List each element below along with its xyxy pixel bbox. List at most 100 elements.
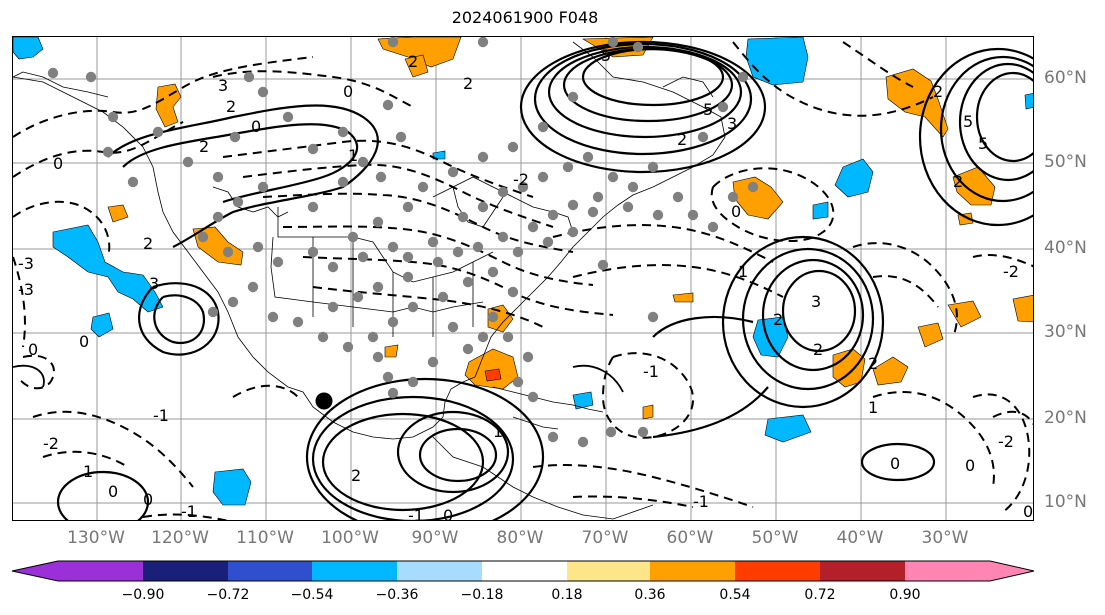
observation-dot bbox=[527, 221, 539, 233]
observation-dot bbox=[447, 321, 459, 333]
observation-dot bbox=[342, 341, 354, 353]
observation-dot bbox=[522, 351, 534, 363]
observation-dot bbox=[387, 37, 399, 48]
observation-dot bbox=[727, 191, 739, 203]
observation-dot bbox=[477, 151, 489, 163]
observation-dot bbox=[327, 301, 339, 313]
observation-dot bbox=[382, 99, 394, 111]
colorbar-segment bbox=[735, 561, 820, 581]
observation-dot bbox=[632, 41, 644, 53]
negative-anomaly-patch bbox=[13, 37, 44, 60]
colorbar-segment bbox=[397, 561, 482, 581]
lat-label: 10°N bbox=[1044, 492, 1087, 512]
observation-dot bbox=[375, 171, 387, 183]
observation-dot bbox=[427, 236, 439, 248]
observation-dot bbox=[292, 316, 304, 328]
storm-marker bbox=[315, 392, 333, 410]
contour-label: 3 bbox=[811, 292, 821, 311]
observation-dot bbox=[597, 259, 609, 271]
contour-label: 0 bbox=[965, 456, 975, 475]
observation-dot bbox=[182, 156, 194, 168]
negative-anomaly-patch bbox=[745, 37, 809, 86]
observation-dot bbox=[607, 171, 619, 183]
observation-dot bbox=[272, 256, 284, 268]
negative-anomaly-patch bbox=[572, 391, 594, 410]
colorbar-segments bbox=[11, 560, 1035, 582]
positive-anomaly-patch bbox=[885, 68, 949, 138]
contour-label: 0 bbox=[731, 202, 741, 221]
observation-dot bbox=[417, 181, 429, 193]
observation-dot bbox=[747, 181, 759, 193]
observation-dot bbox=[447, 166, 459, 178]
observation-dot bbox=[452, 246, 464, 258]
contour-label: -2 bbox=[513, 170, 529, 189]
observation-dot bbox=[537, 121, 549, 133]
positive-anomaly-patch bbox=[1012, 295, 1033, 323]
zero-contours bbox=[13, 364, 624, 393]
observation-dot bbox=[647, 161, 659, 173]
observation-dot bbox=[47, 67, 59, 79]
contour-label: 2 bbox=[463, 74, 473, 93]
contour-label: 2 bbox=[351, 466, 361, 485]
observation-dot bbox=[382, 371, 394, 383]
observation-dot bbox=[497, 231, 509, 243]
observation-dot bbox=[372, 281, 384, 293]
contour-label: -1 bbox=[693, 492, 709, 511]
contour-label: 5 bbox=[963, 112, 973, 131]
contour-label: 5 bbox=[601, 46, 611, 65]
contour-label: 2 bbox=[933, 82, 943, 101]
negative-anomaly-patch bbox=[764, 414, 812, 443]
observation-dot bbox=[252, 241, 264, 253]
colorbar-segment bbox=[482, 561, 567, 581]
contour-label: 0 bbox=[890, 454, 900, 473]
observation-dot bbox=[607, 37, 619, 48]
observation-dot bbox=[697, 131, 709, 143]
colorbar-segment bbox=[820, 561, 905, 581]
observation-dot bbox=[212, 211, 224, 223]
colorbar-tick-label: −0.36 bbox=[375, 587, 419, 603]
contour-label: 3 bbox=[727, 114, 737, 133]
contour-label: -1 bbox=[181, 502, 197, 521]
map-canvas: 3 2 0 2 0 1 0 2 3 0 -3 -3 0 -1 -2 1 0 0 … bbox=[13, 37, 1033, 521]
contour-label: -3 bbox=[18, 280, 34, 299]
observation-dot bbox=[462, 343, 474, 355]
observation-dot bbox=[402, 201, 414, 213]
lat-label: 40°N bbox=[1044, 238, 1087, 258]
observation-dot bbox=[547, 431, 559, 443]
colorbar-outline bbox=[11, 560, 1035, 582]
contour-label: 0 bbox=[53, 154, 63, 173]
observation-dot bbox=[672, 191, 684, 203]
lon-label: 90°W bbox=[411, 528, 459, 548]
observation-dot bbox=[512, 376, 524, 388]
observation-dot bbox=[567, 91, 579, 103]
observation-dot bbox=[437, 291, 449, 303]
observation-dot bbox=[317, 331, 329, 343]
observation-dot bbox=[227, 296, 239, 308]
lon-label: 30°W bbox=[921, 528, 969, 548]
contour-label: 0 bbox=[143, 490, 153, 509]
colorbar-extend-high bbox=[905, 561, 1034, 581]
observation-dot bbox=[592, 191, 604, 203]
map-title: 2024061900 F048 bbox=[451, 8, 599, 27]
observation-dot bbox=[687, 209, 699, 221]
contour-label: 5 bbox=[703, 100, 713, 119]
observation-dot bbox=[407, 301, 419, 313]
positive-anomaly-patch bbox=[384, 344, 399, 358]
contour-label: 2 bbox=[408, 52, 418, 71]
positive-anomaly-patch bbox=[107, 204, 129, 223]
observation-dot bbox=[372, 351, 384, 363]
observation-dot bbox=[407, 376, 419, 388]
contour-label: -3 bbox=[18, 254, 34, 273]
positive-anomaly-patch bbox=[404, 54, 429, 78]
observation-dot bbox=[527, 391, 539, 403]
contour-label: -1 bbox=[408, 506, 424, 521]
observation-dot bbox=[257, 86, 269, 98]
observation-dot bbox=[282, 111, 294, 123]
contour-label: 1 bbox=[83, 462, 93, 481]
contour-label: -2 bbox=[1003, 262, 1019, 281]
observation-dot bbox=[387, 241, 399, 253]
observation-dot bbox=[542, 236, 554, 248]
contour-label: 1 bbox=[738, 262, 748, 281]
positive-anomaly-patch bbox=[917, 322, 944, 348]
observation-dot bbox=[537, 171, 549, 183]
